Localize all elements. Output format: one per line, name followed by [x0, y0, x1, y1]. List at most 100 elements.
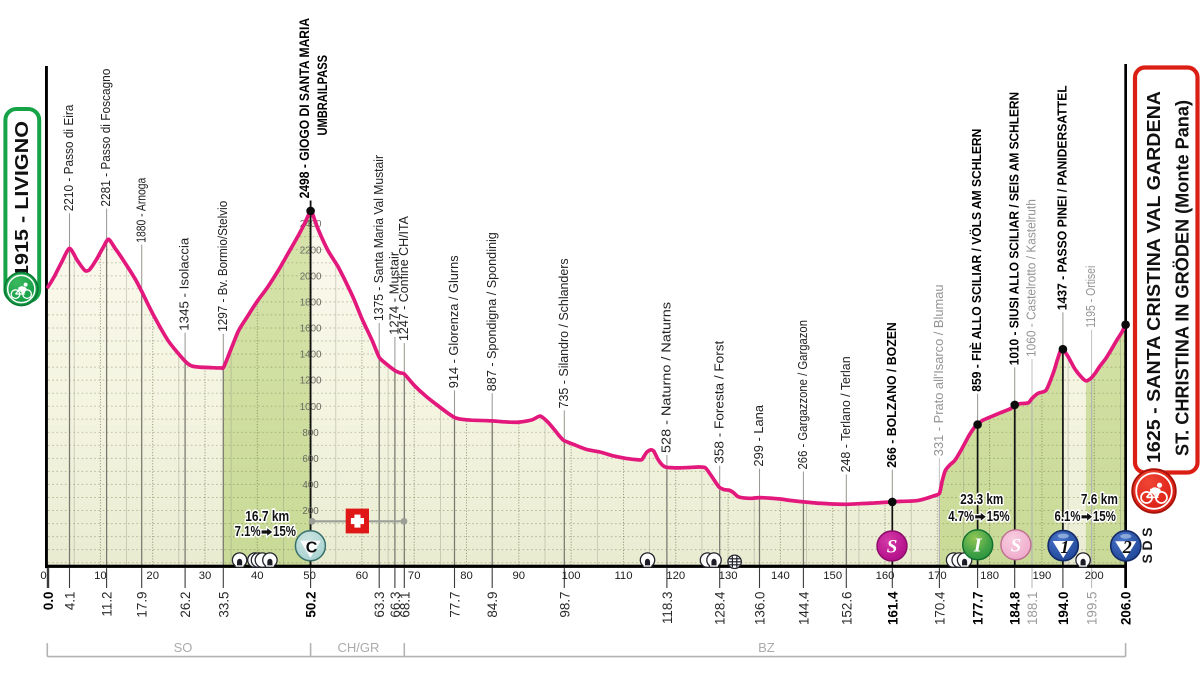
svg-text:299 - Lana: 299 - Lana [752, 405, 766, 467]
svg-text:1297 - Bv. Bormio/Stelvio: 1297 - Bv. Bormio/Stelvio [216, 201, 230, 332]
svg-text:C: C [306, 540, 318, 557]
svg-text:66.3: 66.3 [388, 592, 403, 618]
svg-text:I: I [973, 534, 983, 556]
svg-text:60: 60 [356, 570, 369, 582]
svg-text:144.4: 144.4 [796, 591, 811, 625]
svg-text:2498 - GIOGO DI SANTA MARIA: 2498 - GIOGO DI SANTA MARIA [297, 18, 312, 199]
svg-text:68.1: 68.1 [397, 592, 412, 618]
svg-text:120: 120 [666, 570, 685, 582]
svg-text:50.2: 50.2 [304, 592, 319, 618]
svg-text:77.7: 77.7 [448, 592, 463, 618]
svg-text:1: 1 [1060, 537, 1069, 557]
svg-text:30: 30 [199, 570, 212, 582]
svg-text:4.7%: 4.7% [948, 509, 974, 525]
svg-text:194.0: 194.0 [1056, 592, 1071, 626]
svg-text:152.6: 152.6 [839, 592, 854, 626]
svg-text:90: 90 [513, 570, 526, 582]
svg-text:190: 190 [1032, 570, 1051, 582]
svg-text:UMBRAILPASS: UMBRAILPASS [315, 55, 330, 136]
svg-text:S: S [1011, 535, 1022, 556]
svg-text:84.9: 84.9 [485, 592, 500, 618]
svg-text:184.8: 184.8 [1008, 591, 1023, 625]
svg-text:170: 170 [928, 570, 947, 582]
svg-text:1010 - SIUSI ALLO SCILIAR / SE: 1010 - SIUSI ALLO SCILIAR / SEIS AM SCHL… [1007, 92, 1021, 365]
svg-text:100: 100 [562, 570, 581, 582]
svg-text:200: 200 [302, 506, 319, 517]
svg-text:SDS: SDS [1139, 524, 1155, 564]
svg-text:17.9: 17.9 [135, 592, 150, 618]
svg-text:118.3: 118.3 [660, 592, 675, 625]
svg-text:16.7 km: 16.7 km [245, 509, 289, 525]
svg-text:7.1%: 7.1% [235, 524, 261, 540]
svg-text:6.1%: 6.1% [1055, 509, 1081, 525]
svg-text:859 - FIÈ ALLO SCILIAR / VÖLS: 859 - FIÈ ALLO SCILIAR / VÖLS AM SCHLERN [969, 129, 984, 392]
svg-text:2210 - Passo di Eira: 2210 - Passo di Eira [62, 105, 76, 212]
svg-text:1375 - Santa Maria Val Mustair: 1375 - Santa Maria Val Mustair [372, 155, 386, 321]
svg-text:15%: 15% [1093, 509, 1116, 525]
svg-text:1600: 1600 [300, 324, 322, 335]
svg-text:70: 70 [408, 570, 421, 582]
svg-text:140: 140 [771, 570, 790, 582]
svg-text:0.0: 0.0 [41, 592, 56, 611]
svg-text:20: 20 [146, 570, 159, 582]
svg-text:23.3 km: 23.3 km [960, 492, 1003, 508]
svg-text:160: 160 [876, 570, 895, 582]
svg-text:1247 - Confine CH/ITA: 1247 - Confine CH/ITA [397, 215, 411, 341]
svg-text:1880 - Arnoga: 1880 - Arnoga [134, 178, 148, 243]
svg-text:170.4: 170.4 [932, 591, 947, 625]
svg-text:S: S [887, 537, 898, 558]
svg-text:80: 80 [460, 570, 473, 582]
svg-text:1274 - Mustair: 1274 - Mustair [388, 252, 402, 335]
svg-text:528 - Naturno / Naturns: 528 - Naturno / Naturns [660, 302, 674, 453]
svg-text:130: 130 [719, 570, 738, 582]
svg-text:SO: SO [174, 640, 193, 655]
svg-text:188.1: 188.1 [1025, 592, 1040, 626]
svg-text:248 - Terlano / Terlan: 248 - Terlano / Terlan [839, 356, 853, 472]
svg-text:1800: 1800 [300, 298, 322, 309]
svg-text:136.0: 136.0 [753, 592, 768, 626]
svg-text:266 - BOLZANO / BOZEN: 266 - BOLZANO / BOZEN [885, 322, 899, 468]
svg-text:BZ: BZ [758, 640, 775, 655]
svg-text:4.1: 4.1 [63, 592, 78, 611]
svg-text:15%: 15% [273, 524, 296, 540]
svg-text:110: 110 [614, 570, 632, 582]
svg-text:CH/GR: CH/GR [337, 640, 379, 655]
svg-text:1400: 1400 [300, 350, 322, 361]
svg-text:2200: 2200 [300, 245, 322, 256]
svg-text:10: 10 [94, 570, 107, 582]
svg-text:2: 2 [1122, 537, 1132, 557]
svg-text:1060 - Castelrotto / Kastelrut: 1060 - Castelrotto / Kastelruth [1025, 199, 1039, 357]
svg-text:128.4: 128.4 [713, 591, 728, 625]
svg-text:2281 - Passo di Foscagno: 2281 - Passo di Foscagno [99, 69, 113, 207]
svg-text:735 - Silandro / Schlanders: 735 - Silandro / Schlanders [557, 258, 571, 408]
svg-text:26.2: 26.2 [178, 592, 193, 618]
svg-text:199.5: 199.5 [1085, 592, 1100, 626]
svg-text:1437 - PASSO PINEI / PANIDERSA: 1437 - PASSO PINEI / PANIDERSATTEL [1056, 85, 1070, 310]
svg-text:331 - Prato all'Isarco / Bluma: 331 - Prato all'Isarco / Blumau [932, 284, 946, 456]
svg-text:358 - Foresta / Forst: 358 - Foresta / Forst [712, 340, 726, 464]
svg-text:1915 - LIVIGNO: 1915 - LIVIGNO [12, 121, 32, 277]
svg-text:40: 40 [251, 570, 264, 582]
svg-text:206.0: 206.0 [1119, 592, 1134, 626]
svg-text:11.2: 11.2 [100, 592, 115, 617]
svg-text:200: 200 [1085, 570, 1104, 582]
svg-text:15%: 15% [987, 509, 1010, 525]
svg-text:150: 150 [823, 570, 842, 582]
svg-text:33.5: 33.5 [216, 592, 231, 618]
svg-text:63.3: 63.3 [372, 592, 387, 618]
svg-text:887 - Spondigna / Spondinig: 887 - Spondigna / Spondinig [485, 232, 499, 391]
svg-text:400: 400 [302, 480, 319, 491]
svg-text:1200: 1200 [300, 376, 322, 387]
svg-text:266 - Gargazzone / Gargazon: 266 - Gargazzone / Gargazon [796, 320, 810, 470]
svg-text:800: 800 [302, 428, 319, 439]
svg-text:2000: 2000 [300, 271, 322, 282]
svg-text:1625 - SANTA CRISTINA VAL GARD: 1625 - SANTA CRISTINA VAL GARDENA [1144, 91, 1164, 463]
svg-text:98.7: 98.7 [557, 592, 572, 618]
svg-text:1000: 1000 [300, 402, 322, 413]
svg-text:1195 - Ortisei: 1195 - Ortisei [1084, 266, 1098, 328]
svg-text:ST. CHRISTINA IN GRÖDEN (Monte: ST. CHRISTINA IN GRÖDEN (Monte Pana) [1173, 100, 1193, 456]
svg-text:180: 180 [980, 570, 999, 582]
svg-text:914 - Glorenza / Glurns: 914 - Glorenza / Glurns [447, 255, 461, 388]
svg-text:1345 - Isolaccia: 1345 - Isolaccia [178, 238, 192, 331]
svg-text:7.6 km: 7.6 km [1081, 492, 1118, 508]
